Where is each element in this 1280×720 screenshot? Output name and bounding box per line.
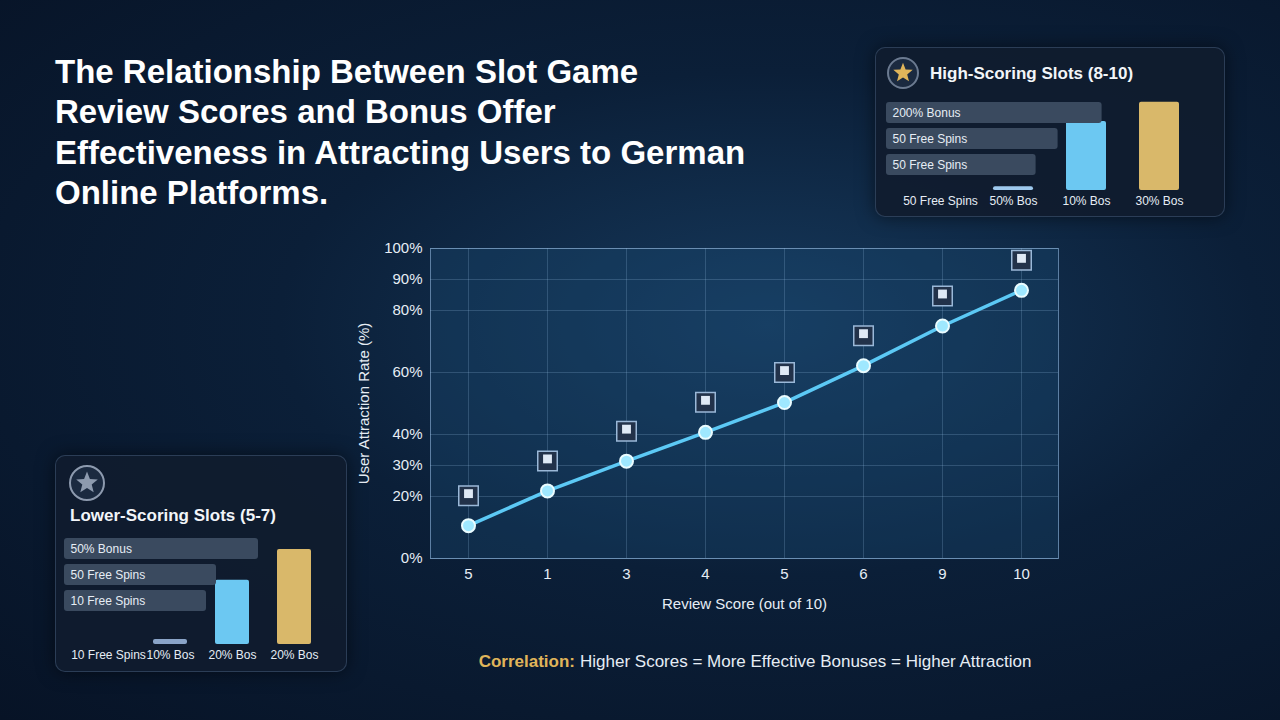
svg-text:20%: 20%	[392, 487, 422, 504]
svg-text:50 Free Spins: 50 Free Spins	[893, 132, 968, 146]
svg-text:60%: 60%	[392, 363, 422, 380]
svg-text:6: 6	[859, 565, 867, 582]
svg-text:3: 3	[622, 565, 630, 582]
svg-text:50 Free Spins: 50 Free Spins	[893, 158, 968, 172]
svg-text:10 Free Spins: 10 Free Spins	[71, 648, 146, 662]
svg-text:90%: 90%	[392, 270, 422, 287]
svg-text:50% Bos: 50% Bos	[989, 194, 1037, 208]
svg-text:20% Bos: 20% Bos	[208, 648, 256, 662]
html-text:The Relationship Between Slot: The Relationship Between Slot Game Revie…	[55, 53, 746, 211]
html-text:Lower-Scoring Slots (5-7): Lower-Scoring Slots (5-7)	[70, 506, 276, 525]
svg-text:10: 10	[1013, 565, 1030, 582]
svg-text:10% Bos: 10% Bos	[146, 648, 194, 662]
svg-text:80%: 80%	[392, 301, 422, 318]
svg-text:4: 4	[701, 565, 709, 582]
svg-text:5: 5	[464, 565, 472, 582]
svg-text:1: 1	[543, 565, 551, 582]
svg-text:30%: 30%	[392, 456, 422, 473]
svg-text:40%: 40%	[392, 425, 422, 442]
html-text:Correlation: Higher Scores = M: Correlation: Higher Scores = More Effect…	[478, 652, 1032, 671]
svg-text:0%: 0%	[401, 549, 423, 566]
svg-text:9: 9	[938, 565, 946, 582]
svg-text:50 Free Spins: 50 Free Spins	[903, 194, 978, 208]
svg-text:5: 5	[780, 565, 788, 582]
svg-text:30% Bos: 30% Bos	[1135, 194, 1183, 208]
svg-text:User Attraction Rate (%): User Attraction Rate (%)	[355, 323, 372, 485]
svg-text:10 Free Spins: 10 Free Spins	[71, 594, 146, 608]
svg-text:20% Bos: 20% Bos	[270, 648, 318, 662]
svg-text:100%: 100%	[384, 239, 422, 256]
svg-text:10% Bos: 10% Bos	[1062, 194, 1110, 208]
html-text:High-Scoring Slots (8-10): High-Scoring Slots (8-10)	[930, 64, 1134, 83]
svg-text:50 Free Spins: 50 Free Spins	[71, 568, 146, 582]
svg-text:50% Bonus: 50% Bonus	[71, 542, 132, 556]
svg-text:200% Bonus: 200% Bonus	[893, 106, 961, 120]
svg-text:Review Score (out of 10): Review Score (out of 10)	[662, 595, 827, 612]
